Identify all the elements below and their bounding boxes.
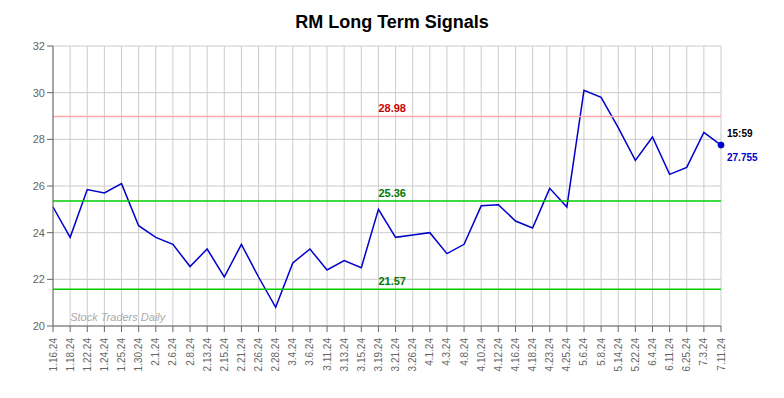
svg-text:7.11.24: 7.11.24 [716, 338, 727, 371]
svg-text:5.22.24: 5.22.24 [630, 338, 641, 372]
svg-text:2.15.24: 2.15.24 [219, 338, 230, 372]
svg-text:3.13.24: 3.13.24 [339, 338, 350, 372]
svg-text:4.10.24: 4.10.24 [476, 338, 487, 372]
svg-text:4.25.24: 4.25.24 [561, 338, 572, 372]
svg-text:20: 20 [33, 320, 45, 332]
svg-text:3.26.24: 3.26.24 [407, 338, 418, 372]
svg-text:4.18.24: 4.18.24 [527, 338, 538, 372]
svg-text:1.22.24: 1.22.24 [82, 338, 93, 372]
svg-text:30: 30 [33, 87, 45, 99]
svg-text:6.25.24: 6.25.24 [681, 338, 692, 372]
svg-text:1.24.24: 1.24.24 [99, 338, 110, 372]
svg-text:24: 24 [33, 227, 45, 239]
svg-text:3.4.24: 3.4.24 [287, 338, 298, 366]
svg-text:32: 32 [33, 40, 45, 52]
svg-text:4.3.24: 4.3.24 [441, 338, 452, 366]
svg-text:4.23.24: 4.23.24 [544, 338, 555, 372]
svg-text:21.57: 21.57 [378, 275, 406, 287]
svg-text:3.19.24: 3.19.24 [373, 338, 384, 372]
svg-text:2.28.24: 2.28.24 [270, 338, 281, 372]
svg-text:Stock Traders Daily: Stock Traders Daily [70, 311, 167, 323]
svg-text:25.36: 25.36 [378, 187, 406, 199]
svg-text:1.16.24: 1.16.24 [48, 338, 59, 372]
svg-text:5.6.24: 5.6.24 [578, 338, 589, 366]
svg-text:4.12.24: 4.12.24 [493, 338, 504, 372]
svg-text:22: 22 [33, 273, 45, 285]
svg-text:27.755: 27.755 [727, 152, 758, 163]
svg-text:4.16.24: 4.16.24 [510, 338, 521, 372]
svg-text:5.8.24: 5.8.24 [596, 338, 607, 366]
svg-text:26: 26 [33, 180, 45, 192]
svg-text:3.11.24: 3.11.24 [322, 338, 333, 371]
svg-text:2.6.24: 2.6.24 [167, 338, 178, 366]
svg-text:1.18.24: 1.18.24 [65, 338, 76, 372]
svg-text:5.14.24: 5.14.24 [613, 338, 624, 372]
svg-text:2.1.24: 2.1.24 [150, 338, 161, 366]
svg-text:2.21.24: 2.21.24 [236, 338, 247, 372]
svg-text:4.8.24: 4.8.24 [459, 338, 470, 366]
svg-text:7.3.24: 7.3.24 [698, 338, 709, 366]
svg-text:3.15.24: 3.15.24 [356, 338, 367, 372]
svg-text:6.11.24: 6.11.24 [664, 338, 675, 371]
svg-text:15:59: 15:59 [727, 128, 753, 139]
svg-text:6.4.24: 6.4.24 [647, 338, 658, 366]
svg-text:1.30.24: 1.30.24 [133, 338, 144, 372]
svg-text:2.8.24: 2.8.24 [185, 338, 196, 366]
svg-text:3.21.24: 3.21.24 [390, 338, 401, 372]
svg-text:28: 28 [33, 133, 45, 145]
svg-text:1.25.24: 1.25.24 [116, 338, 127, 372]
svg-text:28.98: 28.98 [378, 102, 406, 114]
svg-text:4.1.24: 4.1.24 [424, 338, 435, 366]
svg-text:3.6.24: 3.6.24 [304, 338, 315, 366]
svg-text:2.26.24: 2.26.24 [253, 338, 264, 372]
svg-text:2.13.24: 2.13.24 [202, 338, 213, 372]
html-text:RM Long Term Signals: RM Long Term Signals [295, 12, 489, 32]
